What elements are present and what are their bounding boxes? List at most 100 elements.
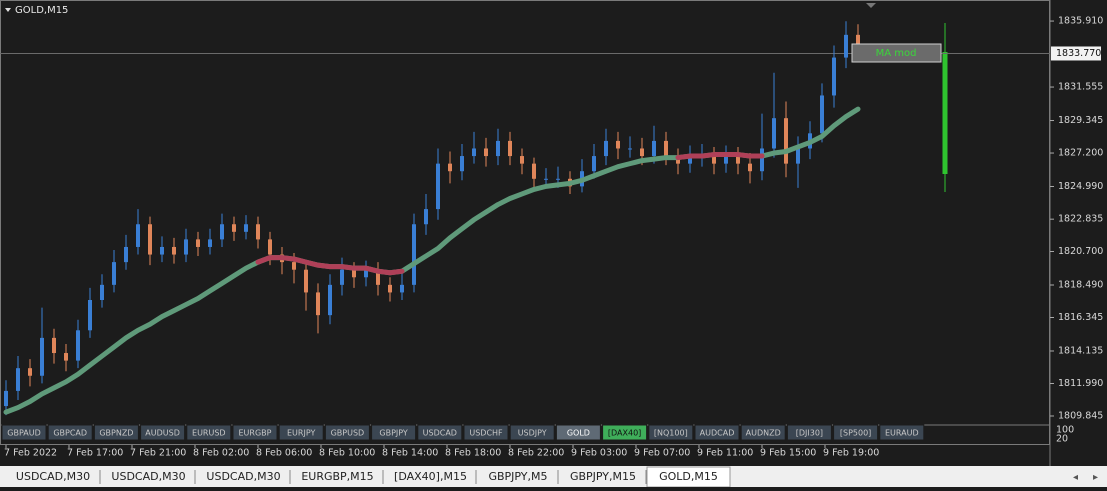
- chart-background: [0, 0, 1107, 466]
- symbol-button-label[interactable]: USDCAD: [423, 429, 457, 438]
- indicator-box: [851, 43, 942, 63]
- x-tick-label: 7 Feb 2022: [4, 448, 57, 459]
- symbol-button[interactable]: [509, 424, 555, 441]
- candle-body: [604, 140, 608, 157]
- symbol-button[interactable]: [463, 424, 509, 441]
- symbol-button[interactable]: [602, 424, 648, 441]
- symbol-button-label[interactable]: EURGBP: [239, 429, 272, 438]
- candle-body: [64, 353, 68, 361]
- symbol-button[interactable]: [879, 424, 925, 441]
- symbol-button-label[interactable]: [NQ100]: [654, 429, 688, 438]
- tab-label[interactable]: EURGBP,M15: [301, 470, 373, 483]
- symbol-button[interactable]: [278, 424, 324, 441]
- symbol-button-label[interactable]: AUDUSD: [145, 429, 180, 438]
- symbol-button-label[interactable]: AUDCAD: [700, 429, 735, 438]
- tab-label[interactable]: USDCAD,M30: [206, 470, 280, 483]
- symbol-button[interactable]: [740, 424, 786, 441]
- candle-body: [100, 284, 104, 300]
- symbol-button[interactable]: [786, 424, 832, 441]
- symbol-button-label[interactable]: GBPUSD: [331, 429, 365, 438]
- tab-label[interactable]: GBPJPY,M15: [570, 470, 636, 483]
- symbol-button-label[interactable]: [SP500]: [840, 429, 871, 438]
- symbol-button-label[interactable]: AUDNZD: [746, 429, 781, 438]
- y-tick-label: 1831.555: [1058, 82, 1103, 93]
- candle-body: [328, 284, 332, 316]
- symbol-button-label[interactable]: GBPCAD: [53, 429, 87, 438]
- symbol-button[interactable]: [1, 424, 47, 441]
- candle-body: [496, 140, 500, 157]
- symbol-button-label[interactable]: EURUSD: [192, 429, 226, 438]
- candle-body: [364, 269, 368, 278]
- candle-body: [256, 224, 260, 240]
- candle-body: [784, 118, 788, 164]
- candle-body: [4, 390, 8, 407]
- candle-body: [508, 140, 512, 157]
- symbol-button[interactable]: [555, 424, 601, 441]
- x-tick-label: 8 Feb 14:00: [382, 448, 438, 459]
- symbol-button[interactable]: [232, 424, 278, 441]
- candle-body: [772, 118, 776, 149]
- candle-body: [352, 269, 356, 278]
- symbol-button-label[interactable]: GOLD: [567, 429, 590, 438]
- y-tick-label: 1822.835: [1058, 214, 1103, 225]
- shift-marker: [866, 3, 876, 8]
- y-tick-label: 1835.910: [1058, 16, 1103, 27]
- symbol-button[interactable]: [93, 424, 139, 441]
- x-tick-label: 9 Feb 19:00: [823, 448, 879, 459]
- candle-body: [76, 330, 80, 361]
- candle-body: [232, 224, 236, 232]
- candle-body: [448, 163, 452, 172]
- x-tick-label: 9 Feb 15:00: [760, 448, 816, 459]
- scroll-right[interactable]: ▸: [1093, 472, 1098, 483]
- tab-label[interactable]: GBPJPY,M5: [488, 470, 547, 483]
- symbol-button-label[interactable]: EURAUD: [885, 429, 919, 438]
- symbol-button[interactable]: [648, 424, 694, 441]
- candle-body: [664, 140, 668, 157]
- tab-label[interactable]: GOLD,M15: [659, 470, 718, 483]
- tab-label[interactable]: [DAX40],M15: [394, 470, 467, 483]
- x-tick-label: 9 Feb 07:00: [634, 448, 690, 459]
- symbol-button-label[interactable]: EURJPY: [287, 429, 315, 438]
- candle-body: [796, 148, 800, 164]
- candle-body: [412, 224, 416, 285]
- symbol-button[interactable]: [186, 424, 232, 441]
- candle-body: [40, 337, 44, 376]
- candle-body: [112, 262, 116, 285]
- symbol-button[interactable]: [324, 424, 370, 441]
- symbol-button[interactable]: [140, 424, 186, 441]
- symbol-button[interactable]: [47, 424, 93, 441]
- candle-body: [832, 57, 836, 96]
- x-tick-label: 9 Feb 03:00: [571, 448, 627, 459]
- symbol-button-label[interactable]: [DAX40]: [608, 429, 641, 438]
- symbol-button-label[interactable]: GBPNZD: [99, 429, 133, 438]
- candle-body: [172, 246, 176, 255]
- candle-body: [856, 34, 860, 50]
- symbol-button[interactable]: [371, 424, 417, 441]
- candle-body: [640, 148, 644, 157]
- symbol-button-label[interactable]: GBPAUD: [7, 429, 41, 438]
- x-tick-label: 8 Feb 18:00: [445, 448, 501, 459]
- candle-body: [736, 156, 740, 164]
- candle-body: [748, 163, 752, 172]
- symbol-button[interactable]: [417, 424, 463, 441]
- scroll-left[interactable]: ◂: [1073, 472, 1078, 483]
- indicator-label: MA mod: [876, 48, 917, 59]
- symbol-button[interactable]: [833, 424, 879, 441]
- symbol-button-label[interactable]: [DJI30]: [796, 429, 823, 438]
- candle-body: [688, 156, 692, 164]
- candle-body: [316, 292, 320, 316]
- symbol-button[interactable]: [694, 424, 740, 441]
- candle-body: [52, 337, 56, 354]
- tab-label[interactable]: USDCAD,M30: [16, 470, 90, 483]
- candle-body: [616, 140, 620, 149]
- symbol-button-label[interactable]: GBPJPY: [379, 429, 408, 438]
- candle-body: [460, 156, 464, 172]
- candle-body: [184, 239, 188, 255]
- candle-body: [484, 148, 488, 157]
- candle-body: [28, 368, 32, 376]
- menu-arrow[interactable]: [5, 8, 11, 12]
- symbol-button-label[interactable]: USDCHF: [469, 429, 503, 438]
- symbol-button-label[interactable]: USDJPY: [518, 429, 547, 438]
- x-tick-label: 7 Feb 21:00: [130, 448, 186, 459]
- tab-label[interactable]: USDCAD,M30: [111, 470, 185, 483]
